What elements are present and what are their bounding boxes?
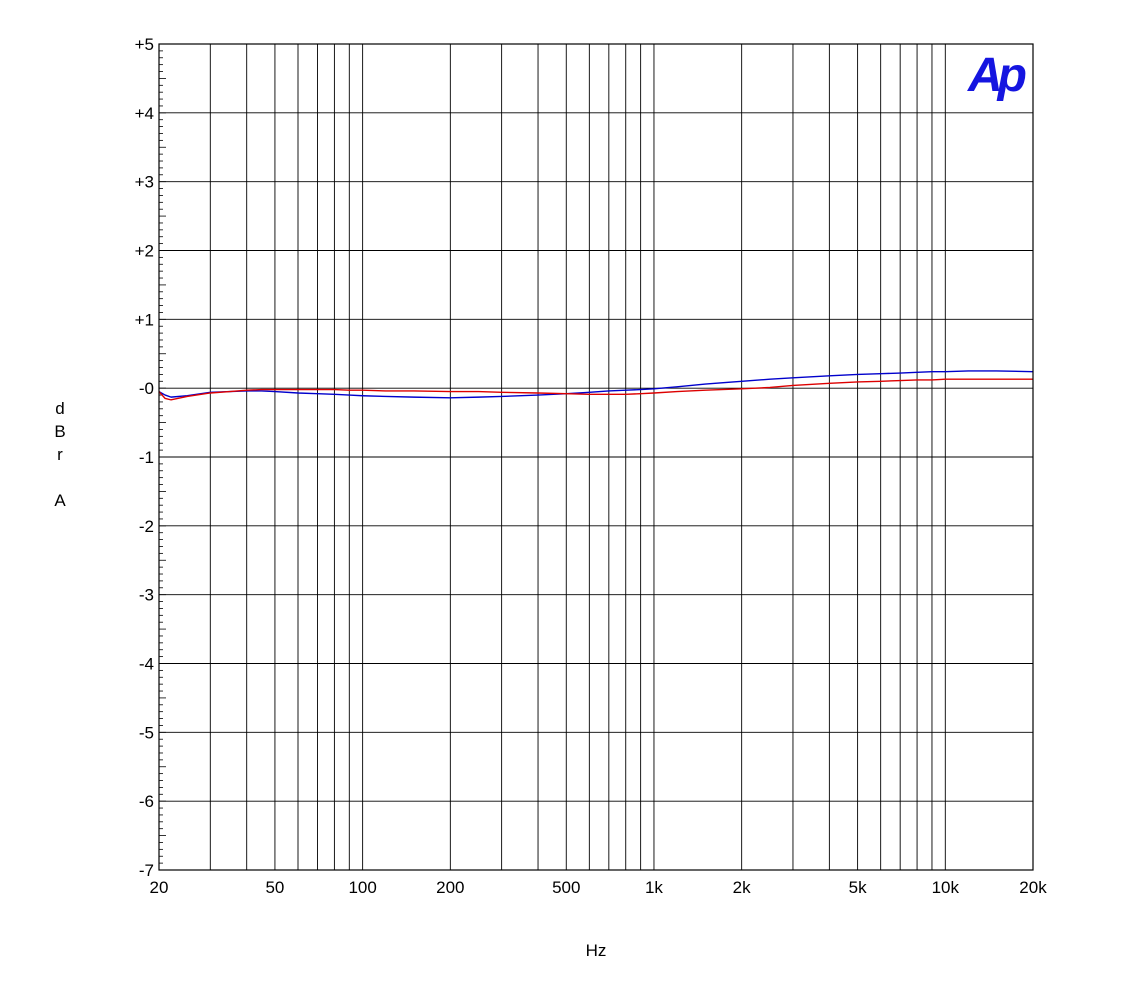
- y-tick-label: -0: [139, 379, 154, 398]
- x-tick-label: 2k: [733, 878, 751, 897]
- x-tick-label: 10k: [932, 878, 960, 897]
- x-axis-label: Hz: [586, 941, 607, 960]
- y-tick-labels: +5 +4 +3 +2 +1 -0 -1 -2 -3 -4 -5 -6 -7: [135, 35, 154, 880]
- x-tick-label: 500: [552, 878, 580, 897]
- y-tick-label: -6: [139, 792, 154, 811]
- y-tick-label: -7: [139, 861, 154, 880]
- y-tick-label: -4: [139, 655, 154, 674]
- y-tick-label: +1: [135, 310, 154, 329]
- y-tick-label: -5: [139, 723, 154, 742]
- y-tick-label: -2: [139, 517, 154, 536]
- y-tick-label: -3: [139, 586, 154, 605]
- x-tick-label: 1k: [645, 878, 663, 897]
- y-tick-label: +4: [135, 104, 154, 123]
- y-tick-label: +5: [135, 35, 154, 54]
- plot-frame: [158, 43, 1034, 871]
- x-tick-label: 100: [348, 878, 376, 897]
- ap-logo: Ap: [967, 49, 1026, 102]
- y-axis-label-char: B: [54, 422, 65, 441]
- y-axis-label-char: r: [57, 445, 63, 464]
- x-tick-label: 20k: [1019, 878, 1047, 897]
- series-line-2: [158, 378, 1033, 401]
- x-tick-label: 5k: [849, 878, 867, 897]
- y-axis-label: dBr A: [54, 399, 66, 510]
- series-lines: [158, 370, 1034, 401]
- y-axis-label-char: A: [54, 491, 66, 510]
- y-axis-label-char: d: [55, 399, 64, 418]
- grid-lines: [158, 43, 1034, 871]
- y-tick-label: +2: [135, 242, 154, 261]
- y-tick-label: -1: [139, 448, 154, 467]
- x-tick-label: 50: [265, 878, 284, 897]
- y-tick-label: +3: [135, 173, 154, 192]
- x-tick-labels: 20 50 100 200 500 1k 2k 5k 10k 20k: [150, 878, 1048, 897]
- y-minor-ticks: [159, 43, 166, 871]
- x-tick-label: 20: [150, 878, 169, 897]
- x-tick-label: 200: [436, 878, 464, 897]
